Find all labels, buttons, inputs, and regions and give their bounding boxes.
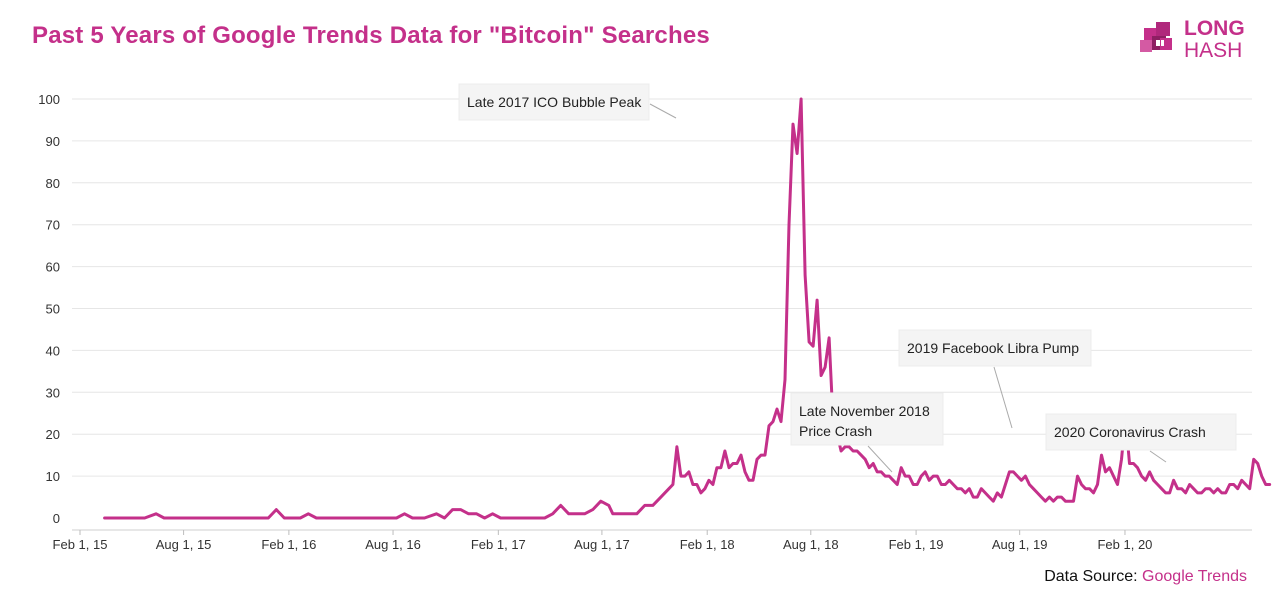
y-tick-label: 60 xyxy=(46,260,60,275)
annotation-label: Price Crash xyxy=(799,423,872,439)
y-tick-label: 90 xyxy=(46,134,60,149)
logo-cube-icon xyxy=(1140,22,1172,52)
y-tick-label: 80 xyxy=(46,176,60,191)
series-layer xyxy=(103,97,1272,520)
x-tick-label: Feb 1, 15 xyxy=(53,537,108,552)
annotation-label: 2020 Coronavirus Crash xyxy=(1054,424,1206,440)
annotation-label: Late 2017 ICO Bubble Peak xyxy=(467,94,642,110)
y-tick-label: 30 xyxy=(46,385,60,400)
annotation-leader xyxy=(649,103,677,119)
annotations: Late 2017 ICO Bubble Peak Late November 2… xyxy=(458,83,1237,473)
y-axis-ticks: 0 10 20 30 40 50 60 70 80 90 100 xyxy=(38,92,60,526)
y-tick-label: 20 xyxy=(46,427,60,442)
annotation-leader xyxy=(1149,450,1167,463)
x-tick-label: Feb 1, 16 xyxy=(261,537,316,552)
source-link[interactable]: Google Trends xyxy=(1142,568,1247,585)
x-axis-ticks: Feb 1, 15 Aug 1, 15 Feb 1, 16 Aug 1, 16 Feb … xyxy=(53,530,1152,552)
annotation-box xyxy=(458,83,650,121)
annotation-box xyxy=(898,329,1092,367)
x-tick-label: Aug 1, 19 xyxy=(992,537,1048,552)
x-tick-label: Aug 1, 17 xyxy=(574,537,630,552)
y-tick-label: 40 xyxy=(46,343,60,358)
chart-title: Past 5 Years of Google Trends Data for "… xyxy=(32,22,710,49)
gridlines xyxy=(72,98,1252,531)
annotation-box xyxy=(1045,413,1237,451)
annotation-label: Late November 2018 xyxy=(799,403,930,419)
x-tick-label: Aug 1, 16 xyxy=(365,537,421,552)
y-tick-label: 50 xyxy=(46,302,60,317)
annotation-label: 2019 Facebook Libra Pump xyxy=(907,340,1079,356)
logo-line-1: LONG xyxy=(1184,17,1245,40)
annotation-leader xyxy=(993,366,1013,429)
x-tick-label: Aug 1, 18 xyxy=(783,537,839,552)
annotation-leader xyxy=(867,445,893,473)
longhash-logo: LONG HASH xyxy=(1138,16,1250,66)
annotation-box xyxy=(790,392,944,446)
x-tick-label: Feb 1, 19 xyxy=(889,537,944,552)
y-tick-label: 100 xyxy=(38,92,60,107)
x-tick-label: Feb 1, 17 xyxy=(471,537,526,552)
x-tick-label: Feb 1, 18 xyxy=(680,537,735,552)
x-tick-label: Aug 1, 15 xyxy=(156,537,212,552)
y-tick-label: 10 xyxy=(46,469,60,484)
series-line xyxy=(103,97,1272,520)
data-source: Data Source: Google Trends xyxy=(1044,568,1247,586)
logo-line-2: HASH xyxy=(1184,39,1243,62)
y-tick-label: 0 xyxy=(53,511,60,526)
y-tick-label: 70 xyxy=(46,218,60,233)
source-label: Data Source: xyxy=(1044,568,1138,585)
x-tick-label: Feb 1, 20 xyxy=(1097,537,1152,552)
